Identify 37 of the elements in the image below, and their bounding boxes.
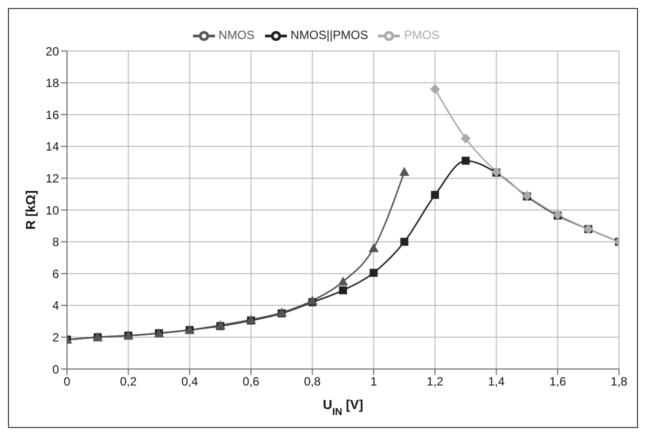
y-tick-label: 6 bbox=[52, 266, 60, 281]
y-tick-label: 14 bbox=[46, 140, 60, 154]
x-tick-label: 1,2 bbox=[426, 374, 444, 389]
x-axis-title: U$_{IN}$ [V] bbox=[322, 397, 364, 418]
point bbox=[462, 156, 470, 165]
point bbox=[368, 243, 379, 252]
y-tick-label: 8 bbox=[52, 235, 60, 250]
y-axis-title: R [kΩ] bbox=[23, 190, 38, 230]
point bbox=[307, 296, 318, 305]
point bbox=[399, 166, 410, 176]
y-tick-label: 16 bbox=[46, 108, 60, 122]
x-tick-label: 1 bbox=[370, 374, 378, 389]
legend-label: PMOS bbox=[404, 28, 440, 42]
point bbox=[400, 238, 408, 246]
x-tick-label: 1,4 bbox=[488, 374, 505, 389]
legend-label: NMOS bbox=[218, 28, 255, 42]
y-tick-label: 4 bbox=[52, 298, 60, 313]
y-tick-label: 18 bbox=[46, 76, 60, 90]
y-tick-label: 10 bbox=[46, 203, 60, 218]
x-tick-label: 1,8 bbox=[610, 374, 628, 389]
y-tick-label: 0 bbox=[52, 362, 60, 376]
x-tick-label: 0,2 bbox=[120, 374, 137, 389]
x-tick-label: 0 bbox=[64, 374, 71, 389]
x-tick-label: 0,4 bbox=[181, 374, 198, 389]
y-tick-label: 20 bbox=[46, 44, 60, 58]
y-tick-label: 2 bbox=[52, 330, 60, 344]
x-tick-label: 0,6 bbox=[242, 374, 260, 389]
point bbox=[460, 133, 471, 144]
point bbox=[339, 286, 347, 294]
x-tick-label: 0,8 bbox=[304, 374, 321, 389]
y-tick-label: 12 bbox=[46, 171, 60, 186]
point bbox=[370, 268, 378, 277]
point bbox=[338, 276, 348, 286]
point bbox=[431, 190, 439, 199]
legend-label: NMOS||PMOS bbox=[290, 28, 368, 42]
x-tick-label: 1,6 bbox=[549, 374, 566, 389]
point bbox=[430, 84, 440, 94]
